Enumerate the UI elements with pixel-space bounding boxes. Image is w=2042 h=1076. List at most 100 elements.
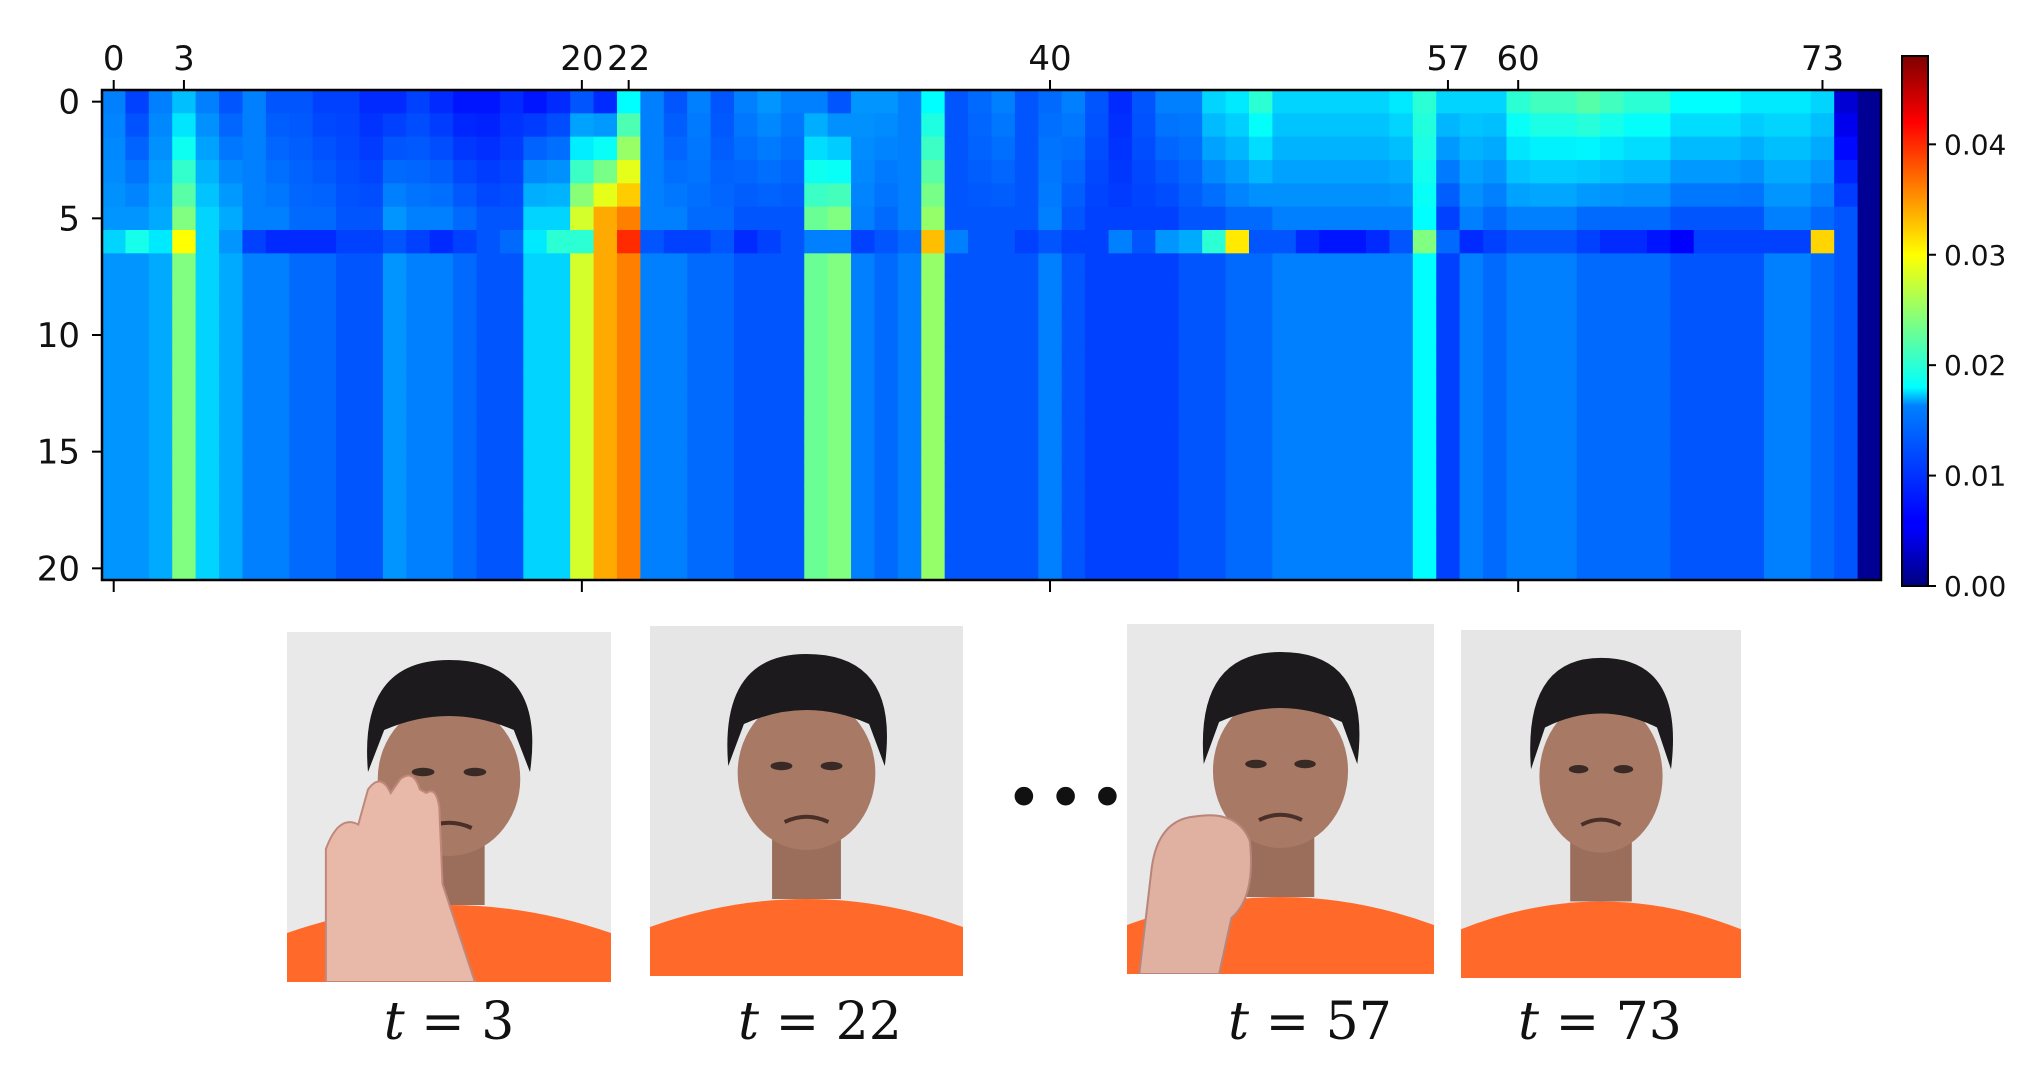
heatmap-cell	[1085, 136, 1110, 161]
heatmap-cell	[968, 230, 993, 254]
heatmap-cell	[570, 253, 595, 278]
heatmap-cell	[523, 533, 548, 558]
heatmap-cell	[1646, 230, 1671, 254]
heatmap-cell	[1553, 90, 1578, 114]
heatmap-cell	[546, 90, 571, 114]
heatmap-cell	[125, 323, 150, 348]
heatmap-cell	[1319, 160, 1344, 184]
heatmap-cell	[734, 463, 759, 488]
heatmap-cell	[687, 370, 712, 394]
heatmap-cell	[195, 206, 220, 231]
heatmap-cell	[1646, 113, 1671, 138]
heatmap-cell	[1061, 486, 1086, 511]
heatmap-cell	[336, 510, 361, 534]
heatmap-cell	[921, 463, 946, 488]
heatmap-cell	[616, 253, 641, 278]
heatmap-cell	[219, 556, 244, 581]
heatmap-cell	[710, 346, 735, 371]
heatmap-cell	[1085, 206, 1110, 231]
heatmap-cell	[710, 393, 735, 418]
heatmap-cell	[1810, 486, 1835, 511]
heatmap-cell	[1646, 253, 1671, 278]
heatmap-cell	[1600, 183, 1625, 208]
heatmap-cell	[1787, 183, 1812, 208]
heatmap-cell	[265, 323, 290, 348]
heatmap-cell	[663, 206, 688, 231]
heatmap-cell	[406, 113, 431, 138]
heatmap-cell	[804, 300, 829, 324]
heatmap-cell	[312, 230, 337, 254]
heatmap-cell	[1459, 323, 1484, 348]
heatmap-cell	[968, 370, 993, 394]
heatmap-cell	[523, 230, 548, 254]
heatmap-cell	[1319, 136, 1344, 161]
heatmap-cell	[523, 90, 548, 114]
heatmap-cell	[125, 440, 150, 464]
heatmap-cell	[921, 440, 946, 464]
heatmap-cell	[827, 510, 852, 534]
heatmap-cell	[1506, 510, 1531, 534]
heatmap-cell	[265, 136, 290, 161]
heatmap-cell	[1483, 183, 1508, 208]
heatmap-cell	[1576, 370, 1601, 394]
heatmap-cell	[1506, 113, 1531, 138]
heatmap-cell	[1483, 393, 1508, 418]
heatmap-cell	[1717, 416, 1742, 441]
heatmap-cell	[382, 183, 407, 208]
heatmap-cell	[780, 323, 805, 348]
heatmap-cell	[1623, 206, 1648, 231]
heatmap-cell	[1085, 510, 1110, 534]
heatmap-cell	[102, 393, 127, 418]
heatmap-cell	[1061, 393, 1086, 418]
heatmap-cell	[429, 463, 454, 488]
heatmap-cell	[1506, 300, 1531, 324]
heatmap-cell	[125, 276, 150, 301]
heatmap-cell	[1202, 370, 1227, 394]
heatmap-cell	[1155, 323, 1180, 348]
heatmap-cell	[991, 300, 1016, 324]
heatmap-cell	[1061, 416, 1086, 441]
heatmap-cell	[1600, 533, 1625, 558]
heatmap-cell	[1693, 370, 1718, 394]
heatmap-cell	[195, 230, 220, 254]
heatmap-cell	[336, 253, 361, 278]
heatmap-cell	[1459, 230, 1484, 254]
heatmap-cell	[1085, 416, 1110, 441]
heatmap-cell	[1412, 136, 1437, 161]
heatmap-cell	[523, 393, 548, 418]
heatmap-cell	[1319, 183, 1344, 208]
heatmap-cell	[1670, 486, 1695, 511]
heatmap-cell	[616, 370, 641, 394]
x-top-tick-label: 20	[560, 39, 603, 79]
heatmap-cell	[289, 253, 314, 278]
heatmap-cell	[102, 486, 127, 511]
heatmap-cell	[148, 90, 173, 114]
heatmap-cell	[1272, 136, 1297, 161]
heatmap-cell	[219, 510, 244, 534]
heatmap-cell	[1553, 206, 1578, 231]
heatmap-cell	[897, 183, 922, 208]
heatmap-cell	[1131, 393, 1156, 418]
heatmap-cell	[1740, 183, 1765, 208]
heatmap-cell	[897, 533, 922, 558]
heatmap-cell	[1202, 276, 1227, 301]
heatmap-cell	[148, 416, 173, 441]
heatmap-cell	[1131, 486, 1156, 511]
heatmap-cell	[1366, 346, 1391, 371]
heatmap-cell	[1576, 160, 1601, 184]
heatmap-cell	[1319, 510, 1344, 534]
heatmap-cell	[1014, 90, 1039, 114]
heatmap-cell	[780, 416, 805, 441]
heatmap-cell	[687, 160, 712, 184]
heatmap-cell	[219, 393, 244, 418]
heatmap-cell	[125, 463, 150, 488]
heatmap-cell	[312, 323, 337, 348]
heatmap-cell	[1459, 416, 1484, 441]
heatmap-cell	[1553, 160, 1578, 184]
heatmap-cell	[219, 300, 244, 324]
heatmap-cell	[1763, 113, 1788, 138]
heatmap-cell	[1459, 370, 1484, 394]
heatmap-cell	[1646, 276, 1671, 301]
heatmap-cell	[1623, 346, 1648, 371]
heatmap-cell	[593, 393, 618, 418]
